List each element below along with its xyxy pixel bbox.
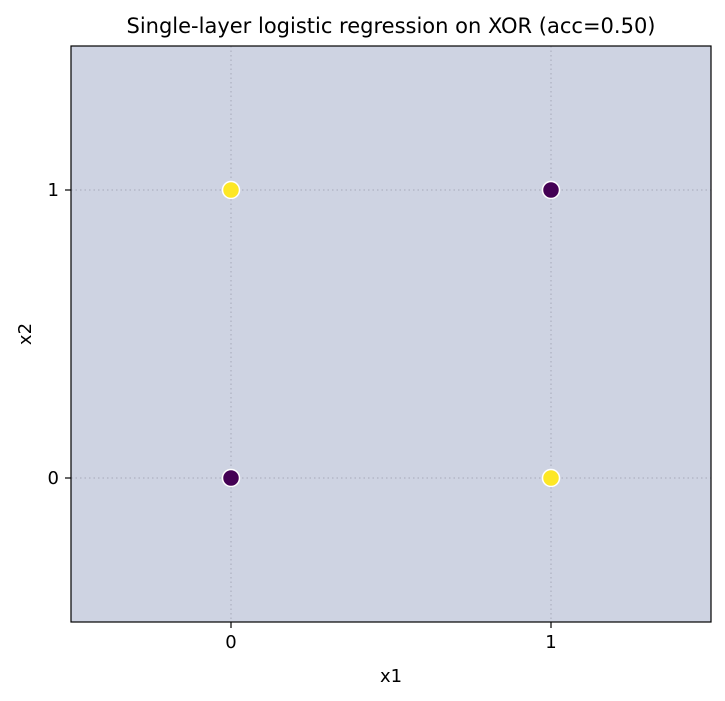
axis-ticks: 0 1 0 1 bbox=[48, 180, 557, 653]
chart-title: Single-layer logistic regression on XOR … bbox=[126, 14, 655, 38]
y-tick-label: 1 bbox=[48, 180, 59, 201]
grid-lines bbox=[71, 46, 711, 622]
data-points bbox=[221, 180, 561, 488]
plot-background bbox=[71, 46, 711, 622]
plot-frame bbox=[70, 45, 712, 623]
x-tick-label: 1 bbox=[545, 632, 556, 653]
data-point-class-1 bbox=[541, 468, 561, 488]
y-tick-label: 0 bbox=[48, 468, 59, 489]
x-axis-label: x1 bbox=[380, 666, 402, 687]
y-axis-label: x2 bbox=[15, 323, 36, 345]
data-point-class-1 bbox=[221, 180, 241, 200]
data-point-class-0 bbox=[541, 180, 561, 200]
x-tick-label: 0 bbox=[225, 632, 236, 653]
data-point-class-0 bbox=[221, 468, 241, 488]
